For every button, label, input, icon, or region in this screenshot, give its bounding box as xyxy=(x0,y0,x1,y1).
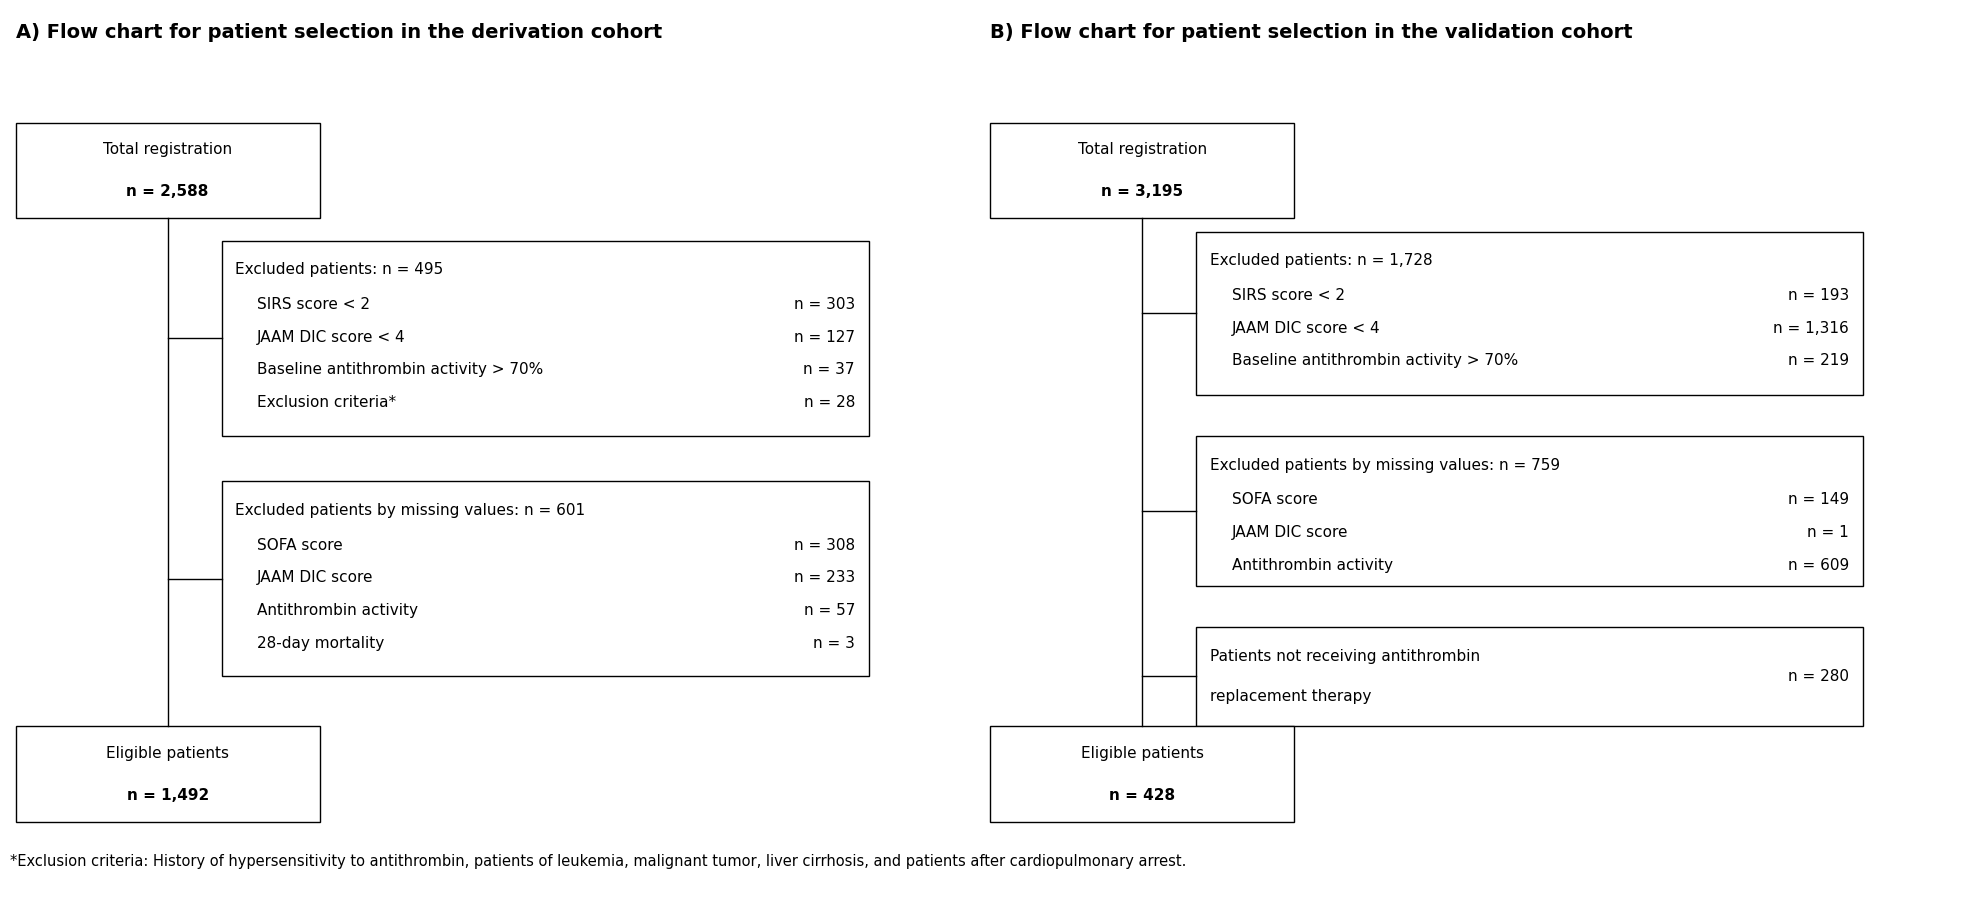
Text: Baseline antithrombin activity > 70%: Baseline antithrombin activity > 70% xyxy=(1232,353,1518,369)
Text: n = 280: n = 280 xyxy=(1788,669,1849,684)
Text: Patients not receiving antithrombin: Patients not receiving antithrombin xyxy=(1210,649,1481,664)
Text: JAAM DIC score < 4: JAAM DIC score < 4 xyxy=(257,330,406,345)
Text: n = 609: n = 609 xyxy=(1788,558,1849,573)
Bar xyxy=(990,123,1294,218)
Bar xyxy=(16,726,320,822)
Text: SIRS score < 2: SIRS score < 2 xyxy=(257,297,371,312)
Text: n = 219: n = 219 xyxy=(1788,353,1849,369)
Bar xyxy=(1196,436,1863,586)
Text: n = 37: n = 37 xyxy=(804,362,855,378)
Bar xyxy=(1196,627,1863,726)
Text: Exclusion criteria*: Exclusion criteria* xyxy=(257,395,396,410)
Text: n = 127: n = 127 xyxy=(794,330,855,345)
Text: Excluded patients by missing values: n = 601: Excluded patients by missing values: n =… xyxy=(235,503,586,518)
Text: SOFA score: SOFA score xyxy=(257,538,343,553)
Text: n = 3,195: n = 3,195 xyxy=(1102,183,1182,199)
Text: Antithrombin activity: Antithrombin activity xyxy=(1232,558,1392,573)
Text: JAAM DIC score < 4: JAAM DIC score < 4 xyxy=(1232,321,1381,336)
Text: n = 1,316: n = 1,316 xyxy=(1773,321,1849,336)
Text: SIRS score < 2: SIRS score < 2 xyxy=(1232,288,1345,303)
Text: Excluded patients: n = 495: Excluded patients: n = 495 xyxy=(235,262,443,278)
Bar xyxy=(16,123,320,218)
Text: *Exclusion criteria: History of hypersensitivity to antithrombin, patients of le: *Exclusion criteria: History of hypersen… xyxy=(10,854,1186,869)
Bar xyxy=(1196,232,1863,395)
Text: n = 303: n = 303 xyxy=(794,297,855,312)
Text: n = 1,492: n = 1,492 xyxy=(127,787,208,803)
Text: n = 2,588: n = 2,588 xyxy=(126,183,210,199)
Text: n = 193: n = 193 xyxy=(1788,288,1849,303)
Text: n = 3: n = 3 xyxy=(814,636,855,651)
Text: n = 308: n = 308 xyxy=(794,538,855,553)
Text: A) Flow chart for patient selection in the derivation cohort: A) Flow chart for patient selection in t… xyxy=(16,23,663,42)
Text: Antithrombin activity: Antithrombin activity xyxy=(257,603,418,618)
Bar xyxy=(990,726,1294,822)
Text: n = 1: n = 1 xyxy=(1808,525,1849,540)
Bar xyxy=(222,241,869,436)
Text: Excluded patients: n = 1,728: Excluded patients: n = 1,728 xyxy=(1210,253,1433,269)
Bar xyxy=(222,481,869,676)
Text: SOFA score: SOFA score xyxy=(1232,492,1318,508)
Text: Baseline antithrombin activity > 70%: Baseline antithrombin activity > 70% xyxy=(257,362,543,378)
Text: JAAM DIC score: JAAM DIC score xyxy=(1232,525,1347,540)
Text: n = 28: n = 28 xyxy=(804,395,855,410)
Text: Total registration: Total registration xyxy=(1079,142,1206,157)
Text: 28-day mortality: 28-day mortality xyxy=(257,636,384,651)
Text: Total registration: Total registration xyxy=(104,142,231,157)
Text: B) Flow chart for patient selection in the validation cohort: B) Flow chart for patient selection in t… xyxy=(990,23,1634,42)
Text: JAAM DIC score: JAAM DIC score xyxy=(257,570,373,586)
Text: Eligible patients: Eligible patients xyxy=(1081,745,1204,761)
Text: Excluded patients by missing values: n = 759: Excluded patients by missing values: n =… xyxy=(1210,458,1561,473)
Text: n = 57: n = 57 xyxy=(804,603,855,618)
Text: Eligible patients: Eligible patients xyxy=(106,745,229,761)
Text: replacement therapy: replacement therapy xyxy=(1210,689,1371,704)
Text: n = 149: n = 149 xyxy=(1788,492,1849,508)
Text: n = 428: n = 428 xyxy=(1110,787,1175,803)
Text: n = 233: n = 233 xyxy=(794,570,855,586)
